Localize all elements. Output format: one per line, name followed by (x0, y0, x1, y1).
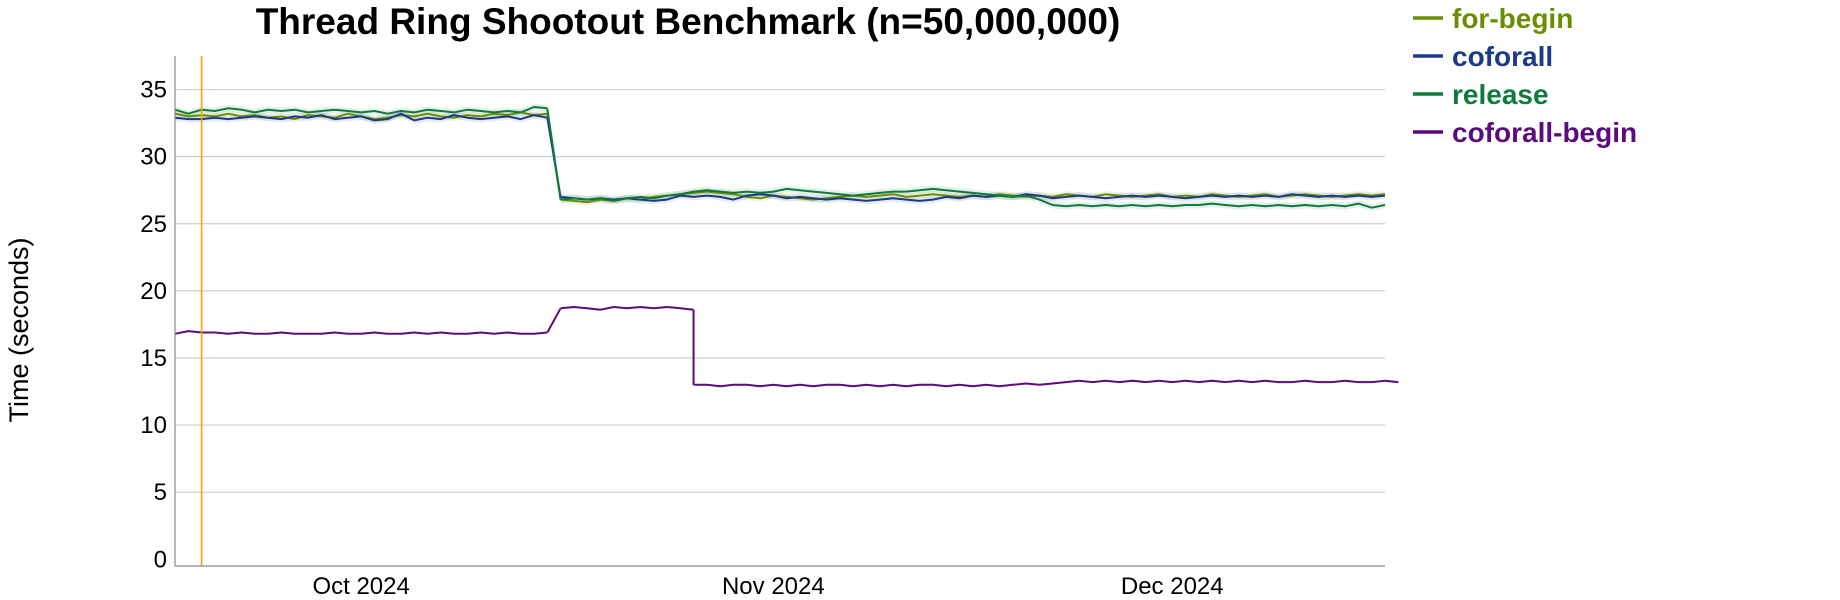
coforall-begin-step-0 (546, 307, 562, 333)
legend-item-for-begin[interactable]: for-begin (1413, 3, 1573, 34)
coforall-begin-line-2 (693, 379, 1399, 388)
chart-title: Thread Ring Shootout Benchmark (n=50,000… (256, 1, 1121, 42)
legend-item-coforall[interactable]: coforall (1413, 41, 1553, 72)
for-begin-band-1 (560, 188, 1385, 206)
legend-label-coforall: coforall (1452, 41, 1553, 72)
legend[interactable]: for-begin coforall release coforall-begin (1413, 3, 1637, 148)
y-tick-label-20: 20 (140, 278, 167, 305)
y-tick-label-25: 25 (140, 211, 167, 238)
legend-item-release[interactable]: release (1413, 79, 1549, 110)
legend-label-for-begin: for-begin (1452, 3, 1573, 34)
release-step-0 (546, 108, 562, 200)
release-line-1 (560, 187, 1386, 209)
x-tick-label-oct-2024: Oct 2024 (312, 573, 409, 600)
legend-label-release: release (1452, 79, 1549, 110)
y-tick-labels: 0 5 10 15 20 25 30 35 (140, 77, 167, 574)
release-band-0 (175, 103, 548, 118)
y-tick-label-35: 35 (140, 77, 167, 104)
legend-item-coforall-begin[interactable]: coforall-begin (1413, 117, 1637, 148)
legend-label-coforall-begin: coforall-begin (1452, 117, 1637, 148)
coforall-line-1 (560, 193, 1386, 202)
coforall-line-0 (174, 112, 548, 122)
y-tick-label-0: 0 (154, 546, 167, 573)
coforall-begin-line-0 (174, 330, 548, 335)
coforall-begin-line-1 (560, 306, 694, 311)
y-tick-label-15: 15 (140, 345, 167, 372)
y-tick-label-10: 10 (140, 412, 167, 439)
grid-lines (175, 88, 1385, 493)
x-tick-label-dec-2024: Dec 2024 (1121, 573, 1224, 600)
axes (174, 56, 1385, 567)
series-lines (174, 106, 1399, 388)
y-axis-label: Time (seconds) (4, 237, 34, 422)
release-line-0 (174, 106, 548, 115)
x-tick-label-nov-2024: Nov 2024 (722, 573, 825, 600)
y-tick-label-5: 5 (154, 479, 167, 506)
y-tick-label-30: 30 (140, 144, 167, 171)
x-tick-labels: Oct 2024 Nov 2024 Dec 2024 (312, 573, 1223, 600)
